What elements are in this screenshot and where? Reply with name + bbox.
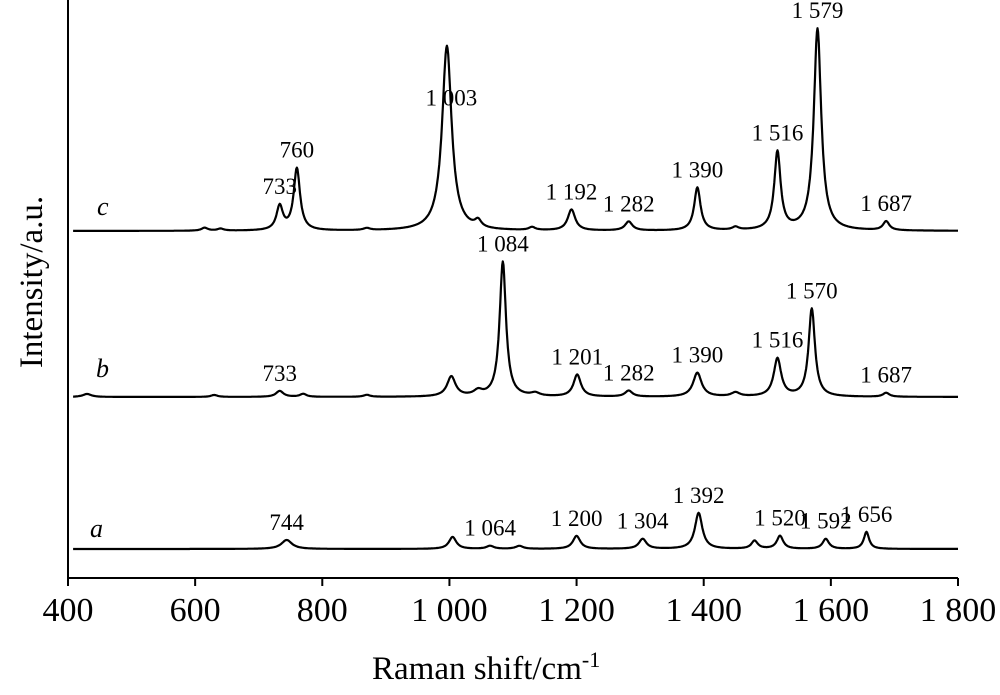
x-tick-label: 1 600 [793, 592, 870, 629]
peak-label: 1 192 [546, 179, 598, 204]
x-axis-title-superscript: -1 [582, 647, 600, 672]
x-tick-label: 1 000 [411, 592, 488, 629]
x-tick-label: 1 800 [920, 592, 997, 629]
x-axis-title: Raman shift/cm-1 [372, 647, 600, 687]
peak-label: 1 200 [551, 506, 603, 531]
peak-label: 1 390 [671, 157, 723, 182]
spectrum-line-a [72, 511, 959, 551]
peak-label: 760 [280, 138, 315, 163]
peak-label: 1 516 [752, 328, 804, 353]
spectrum-line-b [72, 260, 959, 398]
peak-label: 1 687 [860, 191, 912, 216]
x-tick-label: 400 [43, 592, 94, 629]
peak-label: 1 579 [792, 0, 844, 23]
peak-label: 1 656 [841, 502, 893, 527]
x-tick-label: 600 [170, 592, 221, 629]
x-axis-title-text: Raman shift/cm [372, 651, 582, 687]
peak-label: 744 [269, 510, 304, 535]
x-tick-label: 800 [297, 592, 348, 629]
trace-labels: a b c [90, 192, 109, 543]
peak-label: 1 392 [673, 483, 725, 508]
peak-label: 1 304 [617, 509, 669, 534]
peak-label: 1 084 [477, 231, 529, 256]
peak-label: 1 516 [752, 120, 804, 145]
trace-label-c: c [97, 192, 109, 221]
peak-label: 1 282 [603, 360, 655, 385]
peak-label: 1 064 [464, 516, 516, 541]
spectrum-line-c [72, 27, 959, 232]
peak-label: 1 282 [603, 191, 655, 216]
peak-label: 1 592 [800, 509, 852, 534]
trace-label-a: a [90, 514, 103, 543]
spectra-traces [72, 27, 959, 551]
peak-label: 1 003 [425, 85, 477, 110]
peak-label: 733 [262, 174, 297, 199]
axes [67, 0, 958, 579]
x-tick-label: 1 200 [538, 592, 615, 629]
trace-label-b: b [96, 354, 109, 383]
peak-label: 1 390 [671, 343, 723, 368]
peak-label: 733 [262, 361, 297, 386]
peak-label: 1 520 [754, 506, 806, 531]
peak-label: 1 201 [551, 344, 603, 369]
x-axis-ticks: 400 600 800 1 000 1 200 1 400 1 600 1 800 [43, 578, 997, 629]
peak-label: 1 570 [786, 278, 838, 303]
peak-label: 1 687 [860, 363, 912, 388]
y-axis-title: Intensity/a.u. [14, 196, 50, 368]
x-tick-label: 1 400 [665, 592, 742, 629]
